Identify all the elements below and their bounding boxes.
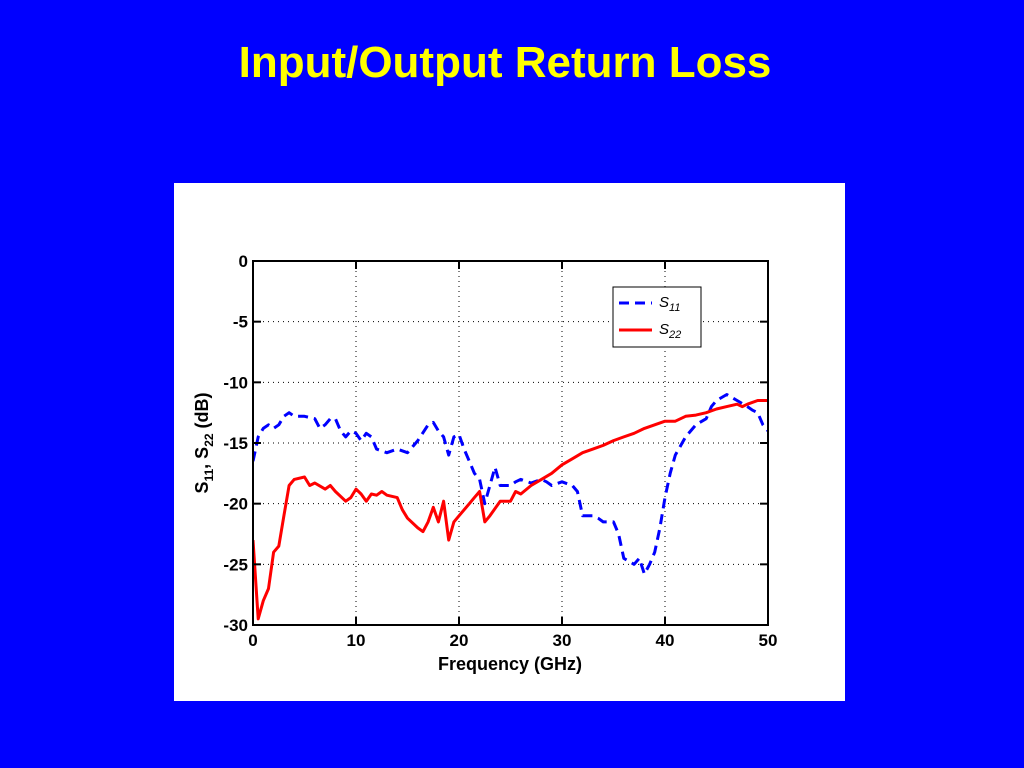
y-tick-label: 0 <box>239 252 248 271</box>
y-tick-label: -10 <box>223 373 248 392</box>
x-tick-label: 10 <box>347 631 366 650</box>
y-tick-label: -15 <box>223 434 248 453</box>
series-line-s22 <box>253 399 768 621</box>
series-lines <box>253 393 768 621</box>
legend-box <box>612 286 702 348</box>
y-tick-label: -30 <box>223 616 248 635</box>
tick-marks <box>252 260 769 626</box>
y-tick-label: -5 <box>233 313 248 332</box>
x-axis-title: Frequency (GHz) <box>438 654 582 674</box>
x-tick-label: 50 <box>759 631 778 650</box>
chart-panel: 0 10 20 30 40 50 0 -5 -10 -15 -20 -25 -30 Frequency … <box>174 183 845 701</box>
slide-title: Input/Output Return Loss <box>238 38 772 87</box>
return-loss-chart: 0 10 20 30 40 50 0 -5 -10 -15 -20 -25 -30 Frequency … <box>192 252 777 674</box>
tick-labels: 0 10 20 30 40 50 0 -5 -10 -15 -20 -25 -30 <box>223 252 777 650</box>
y-tick-label: -25 <box>223 555 248 574</box>
legend-label-s11: S11 <box>659 294 680 314</box>
x-tick-label: 40 <box>656 631 675 650</box>
x-tick-label: 30 <box>553 631 572 650</box>
x-tick-label: 20 <box>450 631 469 650</box>
legend: S11 S22 <box>612 286 702 348</box>
y-axis-title: S11, S22 (dB) <box>192 392 216 493</box>
legend-label-s22: S22 <box>659 321 681 341</box>
y-tick-label: -20 <box>223 495 248 514</box>
x-tick-label: 0 <box>248 631 257 650</box>
